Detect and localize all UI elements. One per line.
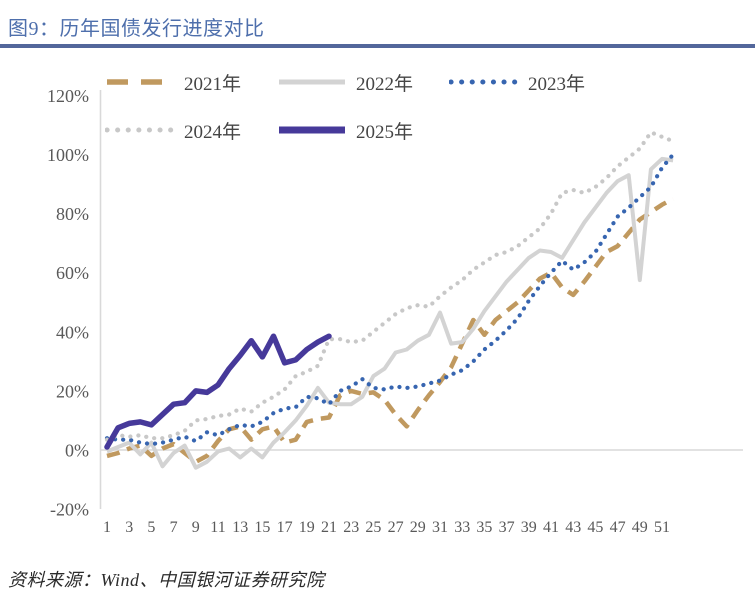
x-tick-label: 35 — [476, 519, 492, 536]
x-tick-label: 37 — [499, 519, 515, 536]
y-tick-label: 80% — [56, 204, 89, 224]
x-tick-label: 41 — [543, 519, 559, 536]
x-tick-label: 17 — [277, 519, 293, 536]
series-line-2024年 — [104, 130, 676, 442]
x-tick-label: 1 — [103, 519, 111, 536]
x-tick-label: 21 — [321, 519, 337, 536]
y-tick-label: 20% — [56, 381, 89, 401]
x-tick-label: 15 — [254, 519, 270, 536]
x-tick-label: 19 — [299, 519, 315, 536]
chart: 120%100%80%60%40%20%0%-20%1 3 5 7 9 11 13 15 17 1… — [47, 86, 743, 536]
x-tick-label: 11 — [210, 519, 225, 536]
x-tick-label: 13 — [232, 519, 248, 536]
x-tick-label: 43 — [565, 519, 581, 536]
x-tick-label: 5 — [147, 519, 155, 536]
x-tick-label: 39 — [521, 519, 537, 536]
series-line-2021年 — [106, 196, 675, 465]
x-tick-label: 49 — [632, 519, 648, 536]
series-line-2023年 — [104, 152, 676, 447]
x-tick-label: 27 — [388, 519, 404, 536]
y-tick-label: 120% — [47, 86, 89, 106]
x-tick-label: 3 — [125, 519, 133, 536]
x-tick-label: 25 — [365, 519, 381, 536]
x-tick-label: 23 — [343, 519, 359, 536]
y-tick-label: 60% — [56, 263, 89, 283]
x-tick-label: 45 — [587, 519, 603, 536]
y-tick-label: 40% — [56, 322, 89, 342]
x-tick-label: 29 — [410, 519, 426, 536]
y-tick-label: -20% — [50, 500, 89, 520]
x-tick-label: 9 — [192, 519, 200, 536]
x-tick-label: 47 — [610, 519, 626, 536]
y-tick-label: 0% — [65, 441, 89, 461]
series-line-2025年 — [104, 333, 332, 450]
source-note: 资料来源：Wind、中国银河证券研究院 — [8, 570, 325, 590]
title-rule — [0, 44, 755, 48]
x-tick-label: 31 — [432, 519, 448, 536]
series-line-2022年 — [106, 156, 674, 470]
y-tick-label: 100% — [47, 145, 89, 165]
x-tick-label: 33 — [454, 519, 470, 536]
x-tick-label: 51 — [654, 519, 670, 536]
page-title: 图9：历年国债发行进度对比 — [8, 18, 265, 40]
x-tick-label: 7 — [170, 519, 178, 536]
